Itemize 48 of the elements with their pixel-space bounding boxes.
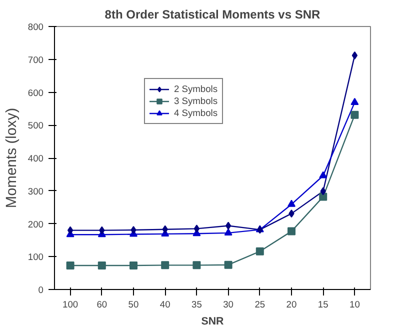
y-tick-label: 300 xyxy=(28,186,44,196)
x-tick-label: 10 xyxy=(350,300,360,310)
point xyxy=(224,228,232,236)
point xyxy=(161,261,170,270)
x-tick-label: 15 xyxy=(318,300,328,310)
legend-label: 2 Symbols xyxy=(174,83,218,95)
chart-title: 8th Order Statistical Moments vs SNR xyxy=(104,8,321,22)
point xyxy=(67,226,74,234)
x-tick-label: 50 xyxy=(128,300,139,310)
y-tick-label: 700 xyxy=(28,54,44,65)
y-tick-label: 600 xyxy=(28,88,44,98)
x-tick-label: 35 xyxy=(192,300,202,310)
point xyxy=(66,262,74,270)
point xyxy=(350,110,359,119)
x-tick-label: 20 xyxy=(286,300,297,310)
point xyxy=(162,225,168,234)
point xyxy=(320,187,326,196)
y-tick-label: 400 xyxy=(28,154,44,164)
y-tick-label: 500 xyxy=(28,120,44,131)
x-tick-label: 60 xyxy=(96,300,108,310)
point xyxy=(224,260,232,269)
y-tick-label: 800 xyxy=(28,22,44,32)
point xyxy=(319,171,328,178)
point xyxy=(98,262,106,270)
point xyxy=(350,98,359,105)
x-axis-title: SNR xyxy=(201,316,224,328)
legend-label: 4 Symbols xyxy=(174,107,218,119)
x-tick-label: 40 xyxy=(160,300,170,310)
point xyxy=(99,226,105,234)
y-axis-title: Moments (loxy) xyxy=(4,108,20,208)
x-tick-label: 25 xyxy=(254,300,266,310)
x-tick-label: 100 xyxy=(62,300,78,310)
legend-label: 3 Symbols xyxy=(174,95,218,107)
point xyxy=(288,200,296,207)
point xyxy=(225,222,232,230)
point xyxy=(256,247,264,256)
y-tick-label: 0 xyxy=(38,285,44,295)
y-tick-label: 100 xyxy=(28,252,44,262)
point xyxy=(192,261,201,270)
point xyxy=(352,51,358,60)
point xyxy=(288,227,296,236)
point xyxy=(194,224,200,233)
y-tick-label: 200 xyxy=(28,219,44,230)
point xyxy=(130,226,136,234)
point xyxy=(319,192,328,201)
point xyxy=(130,262,138,270)
x-tick-label: 30 xyxy=(223,300,234,310)
point xyxy=(288,210,294,218)
